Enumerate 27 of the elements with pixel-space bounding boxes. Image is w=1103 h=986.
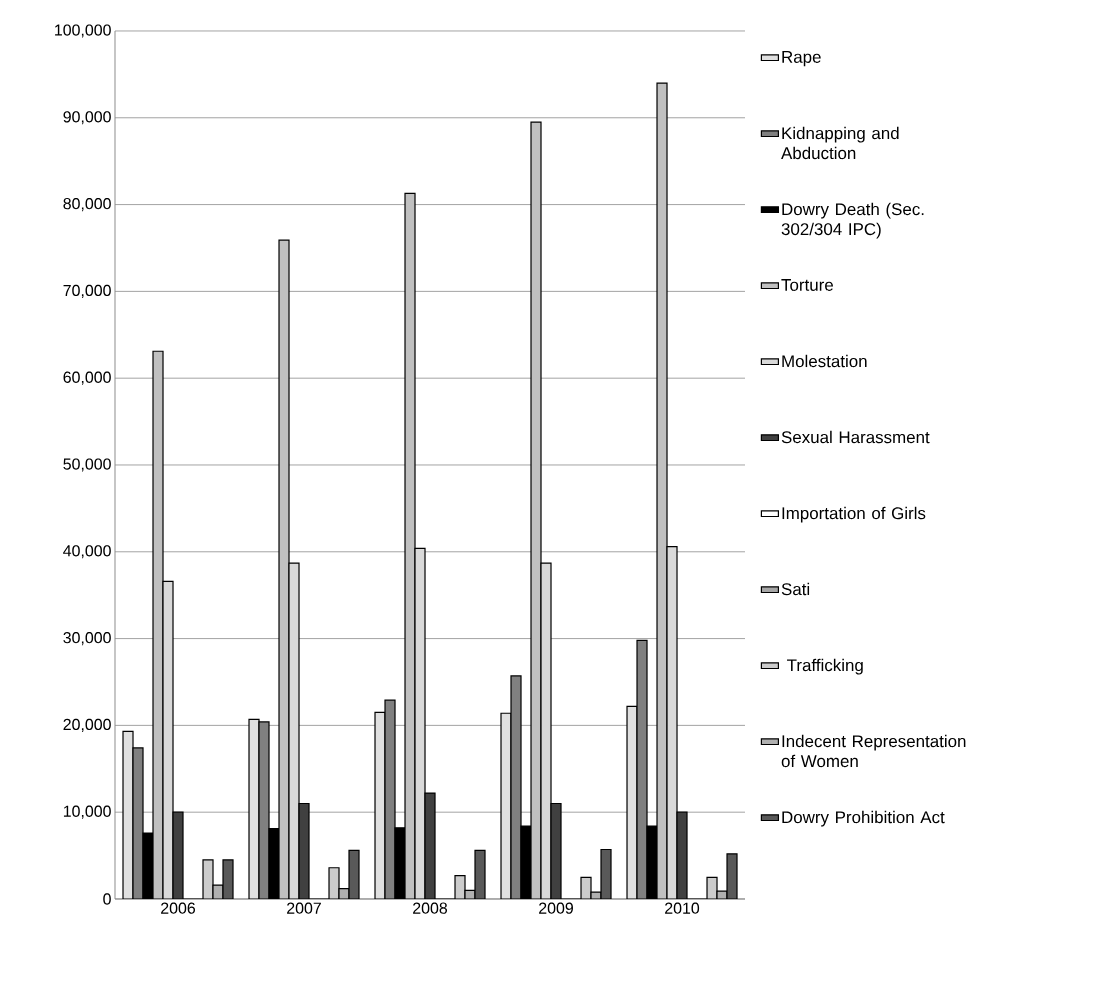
- legend-label: Importation of Girls: [782, 506, 926, 523]
- x-tick-label: 2008: [413, 902, 448, 914]
- legend-label: Dowry Death (Sec. 302/304 IPC): [781, 202, 924, 239]
- x-tick-label: 2007: [287, 902, 321, 914]
- x-tick-label: 2009: [539, 902, 573, 914]
- y-tick-label: 0: [103, 893, 111, 905]
- legend-label: Rape: [782, 51, 821, 67]
- y-tick-label: 30,000: [63, 632, 111, 646]
- y-tick-label: 20,000: [63, 718, 111, 732]
- y-tick-label: 50,000: [63, 458, 111, 472]
- y-tick-label: 10,000: [63, 805, 111, 819]
- legend-label: Dowry Prohibition Act: [782, 810, 945, 827]
- y-tick-label: 90,000: [63, 111, 111, 125]
- y-tick-label: 70,000: [63, 284, 111, 298]
- legend-label: Torture: [781, 279, 833, 291]
- x-tick-label: 2006: [161, 902, 196, 914]
- y-tick-label: 80,000: [63, 198, 111, 212]
- legend-label: Trafficking: [787, 658, 863, 675]
- legend-label: Molestation: [782, 354, 867, 368]
- y-tick-label: 60,000: [63, 371, 111, 385]
- x-tick-label: 2010: [665, 902, 700, 914]
- y-tick-label: 40,000: [63, 545, 111, 559]
- legend-label: Indecent Representation of Women: [781, 734, 966, 768]
- legend-label: Sati: [781, 582, 810, 596]
- legend-label: Sexual Harassment: [781, 430, 930, 444]
- legend-label: Kidnapping and Abduction: [781, 126, 899, 160]
- y-tick-label: 100,000: [55, 24, 111, 38]
